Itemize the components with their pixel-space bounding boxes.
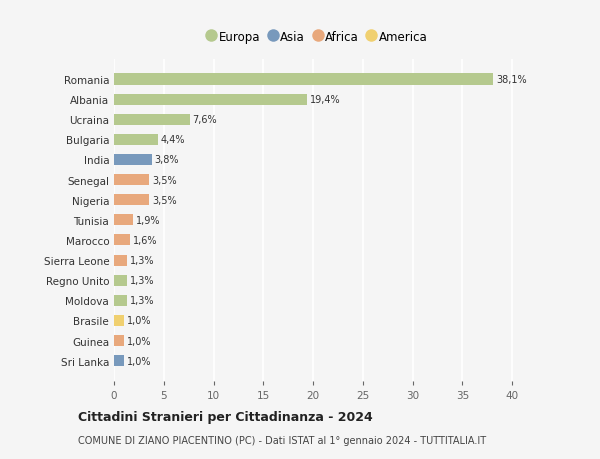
Text: 1,0%: 1,0% [127, 336, 151, 346]
Text: 7,6%: 7,6% [193, 115, 217, 125]
Text: 3,8%: 3,8% [155, 155, 179, 165]
Bar [114, 114, 190, 125]
Text: 1,0%: 1,0% [127, 356, 151, 366]
Text: 1,3%: 1,3% [130, 256, 154, 265]
Bar [114, 174, 149, 186]
Bar [114, 275, 127, 286]
Text: 4,4%: 4,4% [161, 135, 185, 145]
Text: 38,1%: 38,1% [496, 75, 527, 85]
Bar [114, 355, 124, 366]
Bar [114, 195, 149, 206]
Bar [114, 315, 124, 326]
Text: 3,5%: 3,5% [152, 175, 176, 185]
Bar [114, 155, 152, 166]
Text: Cittadini Stranieri per Cittadinanza - 2024: Cittadini Stranieri per Cittadinanza - 2… [78, 410, 373, 423]
Bar [114, 255, 127, 266]
Text: 19,4%: 19,4% [310, 95, 341, 105]
Bar [114, 74, 493, 85]
Text: 1,6%: 1,6% [133, 235, 157, 246]
Bar [114, 295, 127, 306]
Text: 1,3%: 1,3% [130, 296, 154, 306]
Bar [114, 215, 133, 226]
Bar [114, 134, 158, 146]
Bar [114, 335, 124, 346]
Text: COMUNE DI ZIANO PIACENTINO (PC) - Dati ISTAT al 1° gennaio 2024 - TUTTITALIA.IT: COMUNE DI ZIANO PIACENTINO (PC) - Dati I… [78, 435, 486, 445]
Text: 1,0%: 1,0% [127, 316, 151, 326]
Text: 3,5%: 3,5% [152, 195, 176, 205]
Legend: Europa, Asia, Africa, America: Europa, Asia, Africa, America [205, 27, 431, 47]
Bar [114, 95, 307, 106]
Text: 1,9%: 1,9% [136, 215, 160, 225]
Bar [114, 235, 130, 246]
Text: 1,3%: 1,3% [130, 275, 154, 285]
